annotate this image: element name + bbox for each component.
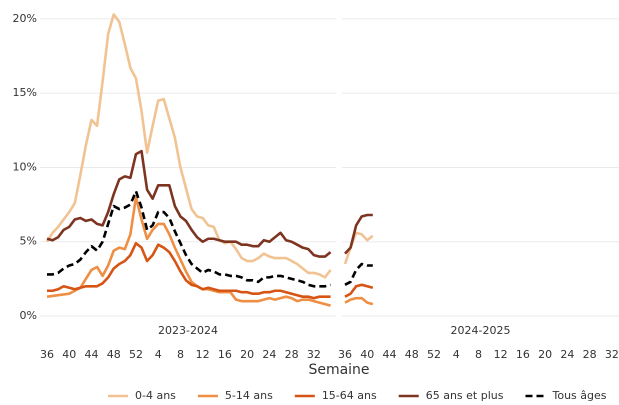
y-tick-label: 20% (13, 12, 37, 25)
series-line (344, 296, 374, 306)
x-tick-label: 32 (307, 348, 321, 361)
panel-label: 2024-2025 (451, 324, 511, 337)
x-tick-label: 44 (382, 348, 396, 361)
x-tick-label: 36 (338, 348, 352, 361)
x-tick-label: 48 (107, 348, 121, 361)
x-tick-label: 40 (62, 348, 76, 361)
x-tick-label: 32 (605, 348, 619, 361)
x-axis-label: Semaine (308, 362, 369, 378)
x-tick-label: 16 (516, 348, 530, 361)
y-tick-label: 5% (20, 235, 37, 248)
y-tick-label: 0% (20, 309, 37, 322)
series-line (47, 189, 331, 288)
legend-label: Tous âges (551, 389, 606, 402)
series-line (47, 241, 331, 300)
series-line (46, 195, 331, 307)
legend-label: 0-4 ans (135, 389, 176, 402)
x-tick-label: 36 (40, 348, 54, 361)
x-tick-label: 24 (560, 348, 574, 361)
legend-label: 65 ans et plus (426, 389, 504, 402)
x-tick-label: 44 (84, 348, 98, 361)
x-tick-label: 28 (285, 348, 299, 361)
x-tick-label: 12 (494, 348, 508, 361)
x-tick-label: 4 (155, 348, 162, 361)
x-tick-label: 12 (196, 348, 210, 361)
x-tick-label: 40 (360, 348, 374, 361)
x-tick-label: 52 (129, 348, 143, 361)
x-tick-label: 8 (177, 348, 184, 361)
x-tick-label: 16 (218, 348, 232, 361)
x-tick-label: 48 (405, 348, 419, 361)
series-line (344, 283, 374, 298)
panel-label: 2023-2024 (158, 324, 218, 337)
x-tick-label: 52 (427, 348, 441, 361)
legend-label: 15-64 ans (322, 389, 377, 402)
x-tick-label: 24 (262, 348, 276, 361)
x-tick-label: 8 (475, 348, 482, 361)
series-line (46, 149, 332, 258)
x-tick-label: 20 (240, 348, 254, 361)
series-line (45, 13, 332, 279)
series-line (344, 213, 373, 255)
x-tick-label: 4 (453, 348, 460, 361)
x-tick-label: 20 (538, 348, 552, 361)
y-tick-label: 15% (13, 86, 37, 99)
x-tick-label: 28 (583, 348, 597, 361)
series-line (344, 262, 373, 286)
legend-label: 5-14 ans (225, 389, 273, 402)
y-tick-label: 10% (13, 160, 37, 173)
